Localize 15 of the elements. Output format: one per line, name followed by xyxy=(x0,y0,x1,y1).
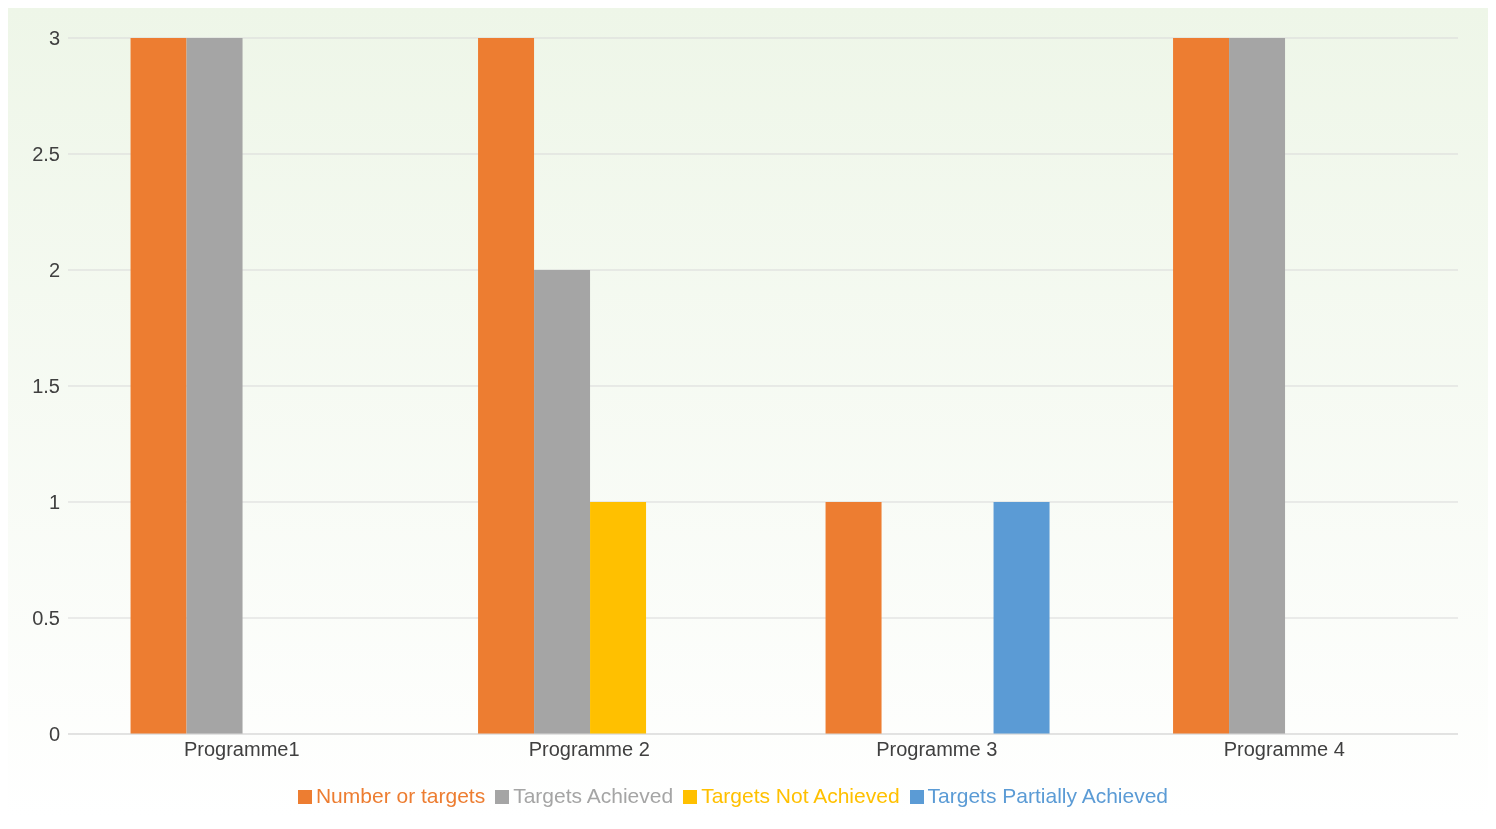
y-tick-label: 0 xyxy=(48,723,60,746)
y-tick-label: 2 xyxy=(48,259,60,282)
x-tick-label: Programme 4 xyxy=(1223,738,1345,761)
y-tick-label: 1 xyxy=(48,491,60,514)
y-tick-label: 3 xyxy=(48,27,60,50)
legend-label: Number or targets xyxy=(315,784,486,807)
y-tick-label: 0.5 xyxy=(32,607,60,630)
legend-label: Targets Partially Achieved xyxy=(927,784,1169,807)
x-tick-label: Programme 3 xyxy=(876,738,998,761)
y-tick-label: 1.5 xyxy=(32,375,60,398)
legend-label: Targets Achieved xyxy=(513,784,674,807)
y-tick-label: 2.5 xyxy=(32,143,60,166)
legend-label: Targets Not Achieved xyxy=(701,784,900,807)
x-tick-label: Programme1 xyxy=(183,738,300,761)
x-tick-label: Programme 2 xyxy=(528,738,650,761)
